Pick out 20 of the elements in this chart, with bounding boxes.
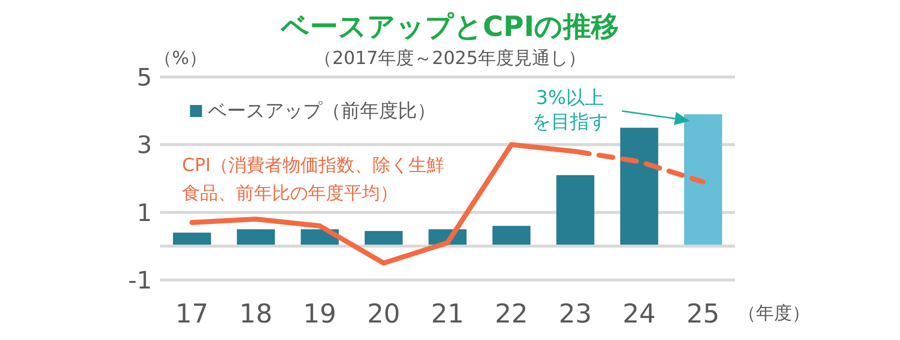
- x-tick-label: 20: [367, 299, 400, 330]
- y-tick-label: 3: [136, 131, 152, 160]
- x-tick-label: 23: [558, 299, 592, 330]
- y-axis-title: （%）: [154, 47, 208, 70]
- x-tick-label: 18: [239, 299, 272, 330]
- chart-title: ベースアップとCPIの推移: [280, 9, 620, 45]
- x-tick-label: 21: [430, 299, 464, 330]
- chart-subtitle: （2017年度～2025年度見通し）: [314, 48, 586, 69]
- x-tick-label: 25: [686, 299, 720, 330]
- y-tick-label: 1: [136, 198, 152, 227]
- series-label: CPI（消費者物価指数、除く生鮮食品、前年比の年度平均）: [182, 154, 446, 206]
- x-tick-label: 17: [175, 299, 208, 330]
- x-tick-label: 22: [494, 299, 528, 330]
- x-tick-label: 24: [622, 299, 656, 330]
- x-tick-label: 19: [303, 299, 336, 330]
- x-axis-title: （年度）: [738, 302, 810, 325]
- y-tick-label: -1: [128, 266, 152, 295]
- legend-label: ベースアップ（前年度比）: [207, 99, 436, 124]
- annotation: 3%以上を目指す: [531, 86, 609, 134]
- y-tick-label: 5: [136, 64, 152, 92]
